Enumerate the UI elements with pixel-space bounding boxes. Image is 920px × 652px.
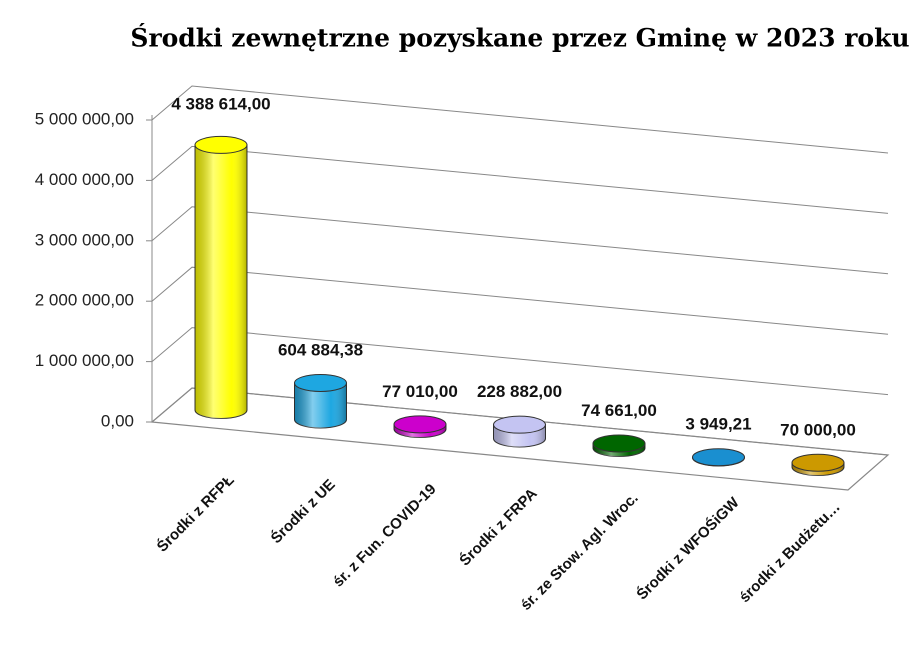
bar-top — [592, 434, 646, 453]
x-tick-label: Środki z RFPŁ — [153, 471, 238, 556]
y-tick-label: 3 000 000,00 — [35, 230, 134, 249]
grid-line — [151, 85, 889, 154]
x-tick-label: Środki z UE — [267, 475, 339, 547]
bar-top — [692, 448, 745, 467]
grid-line — [151, 327, 889, 396]
value-label: 4 388 614,00 — [171, 94, 270, 113]
bar-top — [194, 135, 248, 154]
x-tick-label: śr. ze Stow. Agl. Wroc. — [517, 490, 641, 614]
y-tick-label: 2 000 000,00 — [35, 291, 134, 310]
value-label: 228 882,00 — [477, 382, 562, 401]
chart-title: Środki zewnętrzne pozyskane przez Gminę … — [130, 24, 909, 53]
bar-shade — [195, 144, 247, 419]
y-tick-label: 4 000 000,00 — [35, 170, 134, 189]
grid-line — [151, 206, 889, 275]
value-label: 70 000,00 — [780, 420, 856, 439]
value-label: 77 010,00 — [382, 382, 458, 401]
grid-line — [151, 145, 889, 214]
y-tick-label: 1 000 000,00 — [35, 351, 134, 370]
bar-top — [791, 453, 845, 472]
x-tick-label: Środki z WFOŚiGW — [633, 493, 744, 604]
value-label: 604 884,38 — [278, 340, 363, 359]
bar-top — [393, 415, 447, 434]
x-tick-label: śr. z Fun. COVID-19 — [330, 481, 440, 591]
x-tick-label: Środki z FRPA — [456, 484, 541, 569]
y-tick-label: 0,00 — [101, 411, 134, 430]
value-label: 74 661,00 — [581, 401, 657, 420]
bar-top — [294, 373, 347, 392]
y-tick-label: 5 000 000,00 — [35, 109, 134, 128]
grid-line — [151, 266, 889, 335]
bar-top — [493, 415, 546, 434]
x-tick-label: środki z Budżetu… — [736, 499, 843, 606]
bar-shade — [294, 382, 347, 428]
value-label: 3 949,21 — [685, 415, 751, 434]
grid-line — [151, 387, 889, 456]
